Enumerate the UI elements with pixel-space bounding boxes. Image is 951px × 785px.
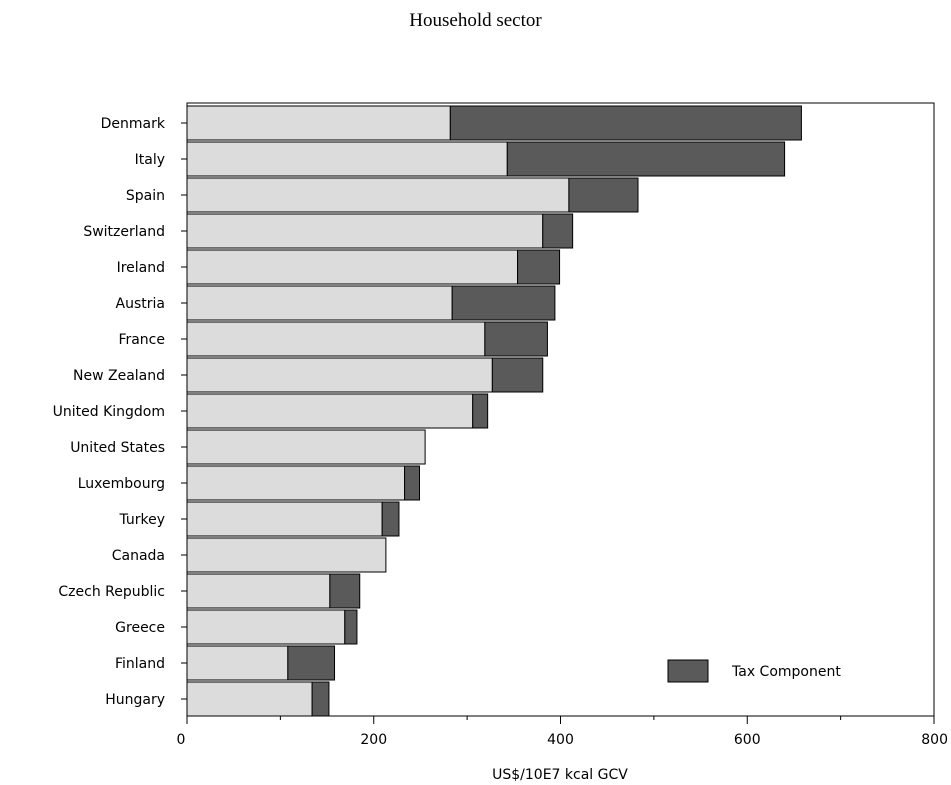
bar-spain-tax-component xyxy=(568,177,639,213)
x-tick-label-800: 800 xyxy=(921,732,948,748)
legend: Tax Component xyxy=(667,659,841,683)
chart-title: Household sector xyxy=(409,10,542,31)
category-label-italy: Italy xyxy=(135,152,165,168)
bar-hungary-base xyxy=(186,681,313,717)
bar-ireland-base xyxy=(186,249,519,285)
bar-greece-base xyxy=(186,609,346,645)
bar-ireland-tax-component xyxy=(517,249,561,285)
bar-switzerland-tax-component xyxy=(542,213,574,249)
legend-label-tax-component: Tax Component xyxy=(731,664,841,680)
bar-spain-base xyxy=(186,177,570,213)
x-axis-label: US$/10E7 kcal GCV xyxy=(492,767,628,783)
bar-turkey-base xyxy=(186,501,383,537)
x-tick-label-600: 600 xyxy=(734,732,761,748)
bar-italy-tax-component xyxy=(506,141,786,177)
y-axis: Denmark Italy Spain Switzerland Ireland Austr… xyxy=(53,116,187,708)
bar-luxembourg-base xyxy=(186,465,406,501)
bar-new-zealand-tax-component xyxy=(491,357,544,393)
category-label-greece: Greece xyxy=(115,620,165,636)
bar-united-kingdom-tax-component xyxy=(472,393,489,429)
bar-switzerland-base xyxy=(186,213,544,249)
bar-france-base xyxy=(186,321,486,357)
bar-finland-tax-component xyxy=(287,645,336,681)
bar-united-kingdom-base xyxy=(186,393,474,429)
x-tick-label-0: 0 xyxy=(177,732,186,748)
bar-turkey-tax-component xyxy=(381,501,400,537)
category-label-united-kingdom: United Kingdom xyxy=(53,404,165,420)
x-tick-label-400: 400 xyxy=(547,732,574,748)
category-label-denmark: Denmark xyxy=(101,116,166,132)
category-label-new-zealand: New Zealand xyxy=(73,368,165,384)
x-tick-label-200: 200 xyxy=(360,732,387,748)
category-label-finland: Finland xyxy=(115,656,165,672)
category-label-ireland: Ireland xyxy=(117,260,165,276)
category-label-hungary: Hungary xyxy=(105,692,165,708)
bar-austria-tax-component xyxy=(451,285,556,321)
category-label-spain: Spain xyxy=(126,188,165,204)
legend-swatch-tax-component xyxy=(667,659,709,683)
category-label-austria: Austria xyxy=(116,296,165,312)
category-label-united-states: United States xyxy=(70,440,165,456)
bar-czech-republic-base xyxy=(186,573,331,609)
bars-group xyxy=(186,105,802,717)
category-label-czech-republic: Czech Republic xyxy=(58,584,165,600)
bar-finland-base xyxy=(186,645,289,681)
bar-new-zealand-base xyxy=(186,357,493,393)
bar-austria-base xyxy=(186,285,453,321)
bar-greece-tax-component xyxy=(344,609,358,645)
bar-france-tax-component xyxy=(484,321,548,357)
bar-united-states-base xyxy=(186,429,426,465)
bar-italy-base xyxy=(186,141,508,177)
category-label-switzerland: Switzerland xyxy=(83,224,165,240)
category-label-canada: Canada xyxy=(112,548,165,564)
bar-czech-republic-tax-component xyxy=(329,573,361,609)
category-label-france: France xyxy=(118,332,165,348)
category-label-turkey: Turkey xyxy=(118,512,165,528)
bar-hungary-tax-component xyxy=(311,681,330,717)
bar-denmark-base xyxy=(186,105,451,141)
bar-denmark-tax-component xyxy=(449,105,802,141)
bar-canada-base xyxy=(186,537,387,573)
x-axis: 0 200 400 600 800 xyxy=(177,716,948,748)
category-label-luxembourg: Luxembourg xyxy=(78,476,165,492)
bar-luxembourg-tax-component xyxy=(404,465,421,501)
